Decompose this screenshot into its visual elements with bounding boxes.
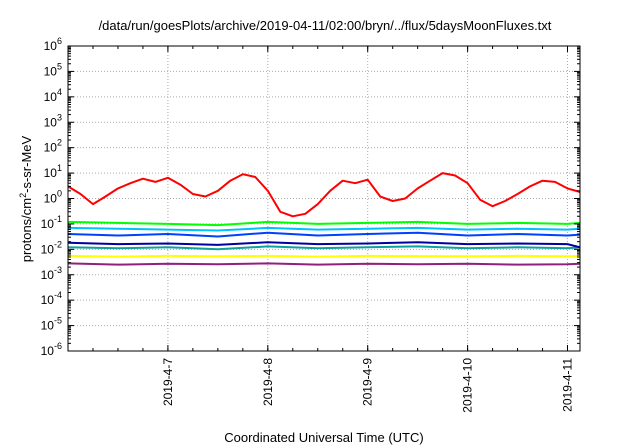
x-tick-label: 2019-4-7 — [161, 358, 175, 406]
y-tick-label: 102 — [44, 138, 62, 155]
y-tick-base: 10 — [44, 39, 58, 53]
chart-title: /data/run/goesPlots/archive/2019-04-11/0… — [99, 18, 552, 33]
y-axis-title: protons/cm2-s-sr-MeV — [18, 135, 34, 262]
y-tick-label: 10-3 — [41, 265, 62, 282]
y-tick-base: 10 — [41, 344, 55, 358]
x-tick-label: 2019-4-11 — [561, 358, 575, 412]
y-tick-exponent: 4 — [57, 87, 62, 97]
y-tick-label: 10-2 — [41, 239, 62, 256]
series-line — [67, 262, 581, 266]
y-tick-exponent: 2 — [57, 138, 62, 148]
y-tick-label: 106 — [44, 36, 62, 53]
y-tick-exponent: -2 — [54, 239, 62, 249]
y-tick-exponent: 5 — [57, 61, 62, 71]
y-tick-base: 10 — [41, 293, 55, 307]
y-tick-base: 10 — [44, 141, 58, 155]
series-line — [67, 254, 581, 258]
series-lines — [67, 172, 581, 266]
y-tick-exponent: 1 — [57, 163, 62, 173]
x-tick-label: 2019-4-10 — [461, 358, 475, 413]
series-line — [67, 245, 581, 251]
y-tick-exponent: -5 — [54, 316, 62, 326]
y-tick-base: 10 — [44, 90, 58, 104]
series-line — [67, 241, 581, 249]
series-line — [67, 172, 581, 218]
series-line — [67, 226, 581, 232]
y-tick-base: 10 — [44, 166, 58, 180]
series-line — [67, 231, 581, 238]
y-axis-title-sup: 2 — [18, 193, 28, 198]
y-tick-exponent: -1 — [54, 214, 62, 224]
series-line — [67, 220, 581, 227]
y-tick-base: 10 — [44, 64, 58, 78]
y-tick-base: 10 — [41, 319, 55, 333]
y-tick-label: 10-1 — [41, 214, 62, 231]
y-tick-base: 10 — [41, 217, 55, 231]
y-tick-base: 10 — [41, 242, 55, 256]
x-axis-title: Coordinated Universal Time (UTC) — [224, 430, 423, 445]
y-tick-label: 100 — [44, 189, 62, 206]
x-tick-labels: 2019-4-7 2019-4-8 2019-4-9 2019-4-10 2019-4-… — [161, 358, 575, 413]
y-tick-exponent: 0 — [57, 189, 62, 199]
y-tick-label: 104 — [44, 87, 62, 104]
y-tick-label: 105 — [44, 61, 62, 78]
y-tick-base: 10 — [44, 115, 58, 129]
y-tick-label: 103 — [44, 112, 62, 129]
y-axis-title-post: -s-sr-MeV — [19, 135, 34, 192]
y-tick-label: 10-5 — [41, 316, 62, 333]
axis-ticks — [67, 45, 580, 352]
y-tick-exponent: -3 — [54, 265, 62, 275]
y-tick-base: 10 — [44, 192, 58, 206]
x-tick-label: 2019-4-8 — [261, 358, 275, 406]
y-tick-exponent: 6 — [57, 36, 62, 46]
y-tick-base: 10 — [41, 268, 55, 282]
y-axis-title-pre: protons/cm — [19, 198, 34, 262]
x-tick-label: 2019-4-9 — [361, 358, 375, 406]
y-tick-exponent: -6 — [54, 341, 62, 351]
y-tick-exponent: 3 — [57, 112, 62, 122]
y-tick-label: 101 — [44, 163, 62, 180]
y-tick-label: 10-4 — [41, 290, 62, 307]
y-tick-label: 10-6 — [41, 341, 62, 358]
y-tick-labels: 10-610-510-410-310-210-11001011021031041… — [41, 36, 62, 358]
y-tick-exponent: -4 — [54, 290, 62, 300]
